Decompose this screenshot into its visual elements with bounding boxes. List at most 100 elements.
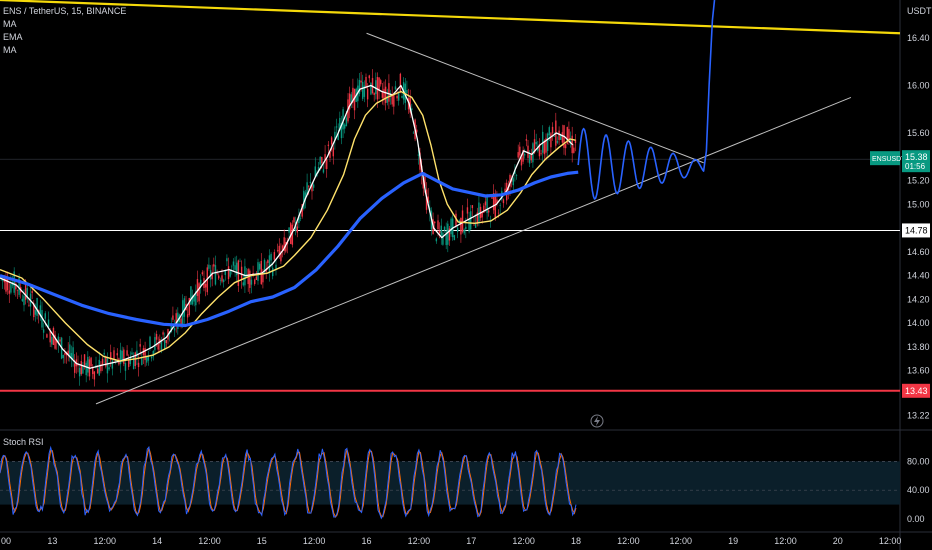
candle-body	[409, 96, 411, 113]
candle-body	[121, 350, 123, 362]
candle-body	[335, 126, 338, 128]
candle-body	[561, 132, 564, 143]
candle-body	[85, 362, 87, 376]
candle-body	[275, 264, 277, 269]
candle-body	[24, 283, 27, 300]
candle-body	[319, 156, 321, 165]
candle-body	[74, 363, 76, 373]
candle-body	[285, 241, 287, 252]
candle-body	[548, 127, 550, 136]
candle-body	[337, 132, 339, 141]
candle-body	[362, 81, 364, 99]
trendline-descending-resistance[interactable]	[366, 32, 704, 164]
candle-body	[10, 284, 12, 293]
candle-body	[18, 278, 20, 295]
rsi-tick-label: 80.00	[907, 456, 930, 466]
drawing-projected-path[interactable]	[577, 0, 716, 200]
candle-body	[92, 367, 94, 375]
candle-body	[106, 357, 109, 374]
candle-body	[278, 245, 280, 256]
candle-body	[427, 196, 429, 204]
candle-body	[132, 356, 135, 370]
candle-body	[252, 273, 254, 275]
candle-body	[411, 108, 413, 111]
candle-body	[299, 218, 302, 219]
series-line-ma-2[interactable]	[0, 170, 579, 328]
level-label-13.43: 13.43	[905, 386, 928, 396]
candle-body	[419, 152, 421, 170]
candle-body	[31, 291, 33, 293]
candle-body	[509, 174, 511, 187]
price-tick-label: 15.60	[907, 128, 930, 138]
candle-body	[296, 226, 298, 233]
trendline-long-resistance[interactable]	[0, 0, 901, 35]
candle-body	[384, 86, 387, 103]
candle-body	[445, 230, 447, 246]
candle-body	[204, 283, 207, 288]
candle-body	[28, 304, 30, 306]
lightning-icon[interactable]	[590, 414, 604, 428]
level-label-bg	[902, 223, 930, 238]
candle-body	[83, 354, 86, 366]
candle-body	[77, 363, 79, 366]
candle-body	[157, 343, 159, 350]
candle-body	[468, 219, 470, 232]
candle-body	[108, 367, 110, 370]
candle-body	[324, 154, 326, 161]
candle-body	[281, 245, 284, 250]
price-tick-label: 16.40	[907, 33, 930, 43]
indicator-ema[interactable]: EMA	[3, 32, 23, 42]
candle-body	[23, 295, 25, 306]
candle-body	[234, 265, 236, 270]
time-tick-label: 12:00	[93, 536, 116, 546]
candle-body	[564, 144, 567, 149]
time-tick-label: 12:00	[198, 536, 221, 546]
candle-body	[437, 220, 439, 230]
candle-body	[438, 231, 441, 234]
candle-body	[422, 178, 424, 189]
candle-body	[70, 353, 73, 359]
candle-body	[56, 340, 58, 343]
candle-body	[116, 353, 118, 356]
series-line-ma-0[interactable]	[0, 84, 574, 369]
candle-body	[34, 310, 37, 315]
price-tick-label: 14.20	[907, 294, 930, 304]
indicator-ma-1[interactable]: MA	[3, 19, 17, 29]
price-tick-label: 13.80	[907, 342, 930, 352]
candle-body	[265, 269, 267, 272]
symbol-title: ENS / TetherUS, 15, BINANCE	[3, 6, 127, 16]
candle-body	[373, 92, 375, 96]
candle-body	[484, 201, 487, 206]
candle-body	[155, 333, 158, 340]
stoch-rsi-label[interactable]: Stoch RSI	[3, 437, 44, 447]
candle-body	[293, 217, 295, 223]
candle-body	[435, 238, 438, 242]
stoch-k-line[interactable]	[0, 445, 577, 520]
trendline-ascending-support[interactable]	[95, 96, 852, 405]
time-tick-label: 12:00	[669, 536, 692, 546]
candle-body	[366, 88, 369, 100]
candle-body	[186, 314, 189, 318]
candle-body	[383, 88, 385, 100]
candle-body	[453, 235, 456, 241]
candle-body	[502, 199, 505, 204]
candle-body	[146, 356, 148, 363]
candle-body	[123, 349, 125, 364]
candle-body	[574, 139, 577, 143]
candle-body	[530, 153, 532, 161]
series-line-ema-1[interactable]	[0, 90, 576, 362]
time-tick-label: 19	[728, 536, 738, 546]
candle-body	[59, 339, 61, 342]
candle-body	[507, 188, 510, 190]
level-label-bg	[902, 383, 930, 398]
indicator-ma-2[interactable]: MA	[3, 45, 17, 55]
candle-body	[478, 202, 480, 222]
candle-body	[473, 224, 475, 226]
candle-body	[396, 95, 398, 99]
candle-body	[450, 218, 452, 235]
candle-body	[270, 253, 272, 261]
price-tick-label: 14.40	[907, 271, 930, 281]
candle-body	[298, 215, 300, 223]
candle-body	[119, 349, 122, 365]
